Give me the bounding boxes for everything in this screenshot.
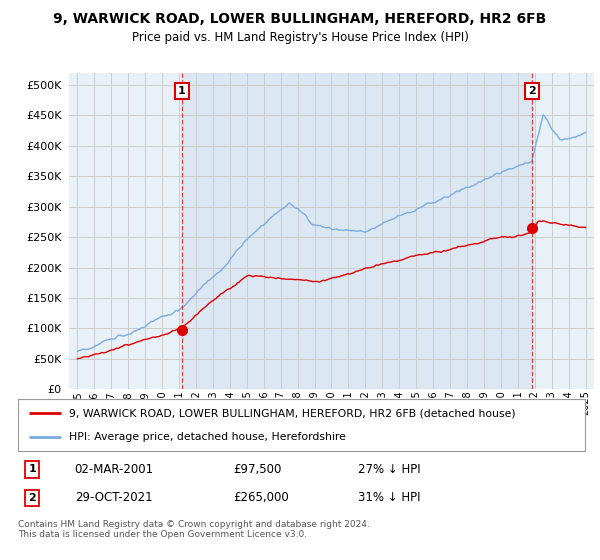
Text: £97,500: £97,500 (233, 463, 282, 476)
Text: 29-OCT-2021: 29-OCT-2021 (75, 491, 152, 504)
Text: £265,000: £265,000 (233, 491, 289, 504)
Text: 9, WARWICK ROAD, LOWER BULLINGHAM, HEREFORD, HR2 6FB (detached house): 9, WARWICK ROAD, LOWER BULLINGHAM, HEREF… (69, 408, 515, 418)
Text: Price paid vs. HM Land Registry's House Price Index (HPI): Price paid vs. HM Land Registry's House … (131, 31, 469, 44)
Bar (182, 73, 532, 389)
Text: 1: 1 (28, 464, 36, 474)
Text: Contains HM Land Registry data © Crown copyright and database right 2024.
This d: Contains HM Land Registry data © Crown c… (18, 520, 370, 539)
Text: 02-MAR-2001: 02-MAR-2001 (75, 463, 154, 476)
Text: 9, WARWICK ROAD, LOWER BULLINGHAM, HEREFORD, HR2 6FB: 9, WARWICK ROAD, LOWER BULLINGHAM, HEREF… (53, 12, 547, 26)
Text: 31% ↓ HPI: 31% ↓ HPI (358, 491, 421, 504)
Text: 27% ↓ HPI: 27% ↓ HPI (358, 463, 421, 476)
Text: 1: 1 (178, 86, 186, 96)
Text: HPI: Average price, detached house, Herefordshire: HPI: Average price, detached house, Here… (69, 432, 346, 442)
Text: 2: 2 (528, 86, 536, 96)
Text: 2: 2 (28, 493, 36, 503)
